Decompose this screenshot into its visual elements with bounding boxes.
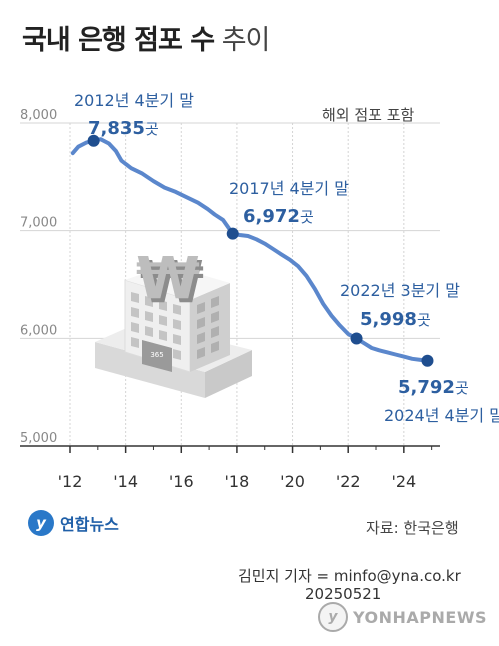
callout-label: 2012년 4분기 말 [74,91,194,110]
callout-label: 2022년 3분기 말 [340,281,460,300]
building-window [197,347,205,359]
building-window [131,292,139,303]
callout-value-number: 5,792 [398,377,455,398]
watermark-text: YONHAPNEWS [353,607,487,627]
data-marker [421,354,434,367]
data-marker [350,332,363,345]
y-tick-label: 8,000 [20,108,57,123]
x-tick-label: '14 [113,472,138,491]
callout-value-unit: 곳 [145,120,159,138]
y-tick-label: 5,000 [20,431,57,446]
watermark-icon: y [318,602,348,632]
x-tick-label: '22 [336,472,361,491]
building-window [173,349,181,360]
building-sign: 365 [150,351,163,359]
x-tick-label: '24 [391,472,416,491]
watermark: y YONHAPNEWS [318,602,487,632]
callout-value-unit: 곳 [417,311,431,329]
building-window [173,304,181,315]
building-window [197,302,205,314]
building-window [131,307,139,318]
building-window [159,315,167,326]
building-window [131,322,139,333]
chart-note: 해외 점포 포함 [322,106,415,124]
building-window [131,337,139,348]
data-marker [87,134,100,147]
building-window [145,296,153,307]
building-window [211,311,219,323]
building-window [173,334,181,345]
building-window [211,296,219,308]
won-sign-icon: ₩ ₩ [136,244,204,316]
building-window [211,326,219,338]
building-window [197,332,205,344]
x-tick-label: '16 [169,472,194,491]
callout-value: 5,998곳 [360,309,431,330]
callout-value: 7,835곳 [88,118,159,139]
callout-value-unit: 곳 [300,208,314,226]
series-line [70,137,430,363]
title-trend: 추이 [221,25,271,56]
x-tick-label: '12 [58,472,83,491]
callout-value-number: 7,835 [88,118,145,139]
callout-value: 6,972곳 [243,206,314,227]
callout-value-number: 6,972 [243,206,300,227]
callout-label: 2024년 4분기 말 [384,406,499,425]
y-tick-label: 6,000 [20,323,57,338]
callout-value-unit: 곳 [455,379,469,397]
chart-title: 국내 은행 점포 수 추이 [22,18,271,57]
bank-building-illustration: 365 ₩ ₩ [95,244,252,398]
building-window [159,300,167,311]
callout-label: 2017년 4분기 말 [229,179,349,198]
x-tick-label: '20 [280,472,305,491]
svg-text:₩: ₩ [136,244,200,312]
data-marker [226,227,239,240]
yonhap-logo-icon: y [28,510,54,536]
callout-value: 5,792곳 [398,377,469,398]
building-window [159,330,167,341]
y-tick-label: 7,000 [20,216,57,231]
date-label: 20250521 [305,585,382,603]
building-window [211,341,219,353]
axis-layer: 8,000 7,000 6,000 5,000 '12 '14 '16 '18 '20 '22 '2… [20,108,440,491]
callout-value-number: 5,998 [360,309,417,330]
building-window [173,319,181,330]
svg-text:₩: ₩ [140,248,204,316]
credit-label: 김민지 기자 = minfo@yna.co.kr [238,567,461,585]
logo-text: 연합뉴스 [60,515,119,534]
yonhap-logo: y 연합뉴스 [28,510,119,536]
source-label: 자료: 한국은행 [366,519,459,537]
building-window [145,326,153,337]
x-tick-label: '18 [225,472,250,491]
title-main: 국내 은행 점포 수 [22,25,215,56]
building-window [145,311,153,322]
building-window [197,317,205,329]
